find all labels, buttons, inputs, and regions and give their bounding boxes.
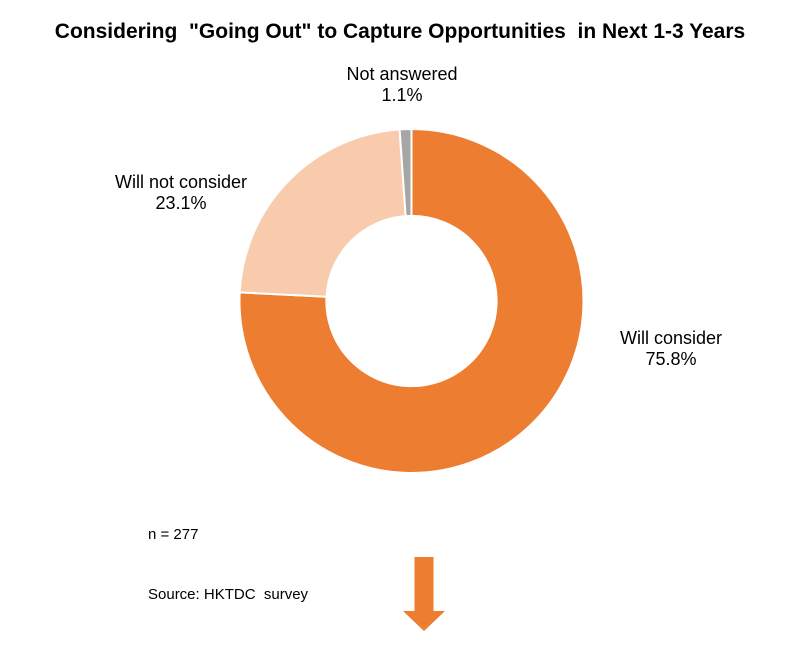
slice-label-not-answered: Not answered 1.1%	[346, 64, 457, 106]
slice-label-category: Will not consider	[114, 172, 248, 192]
source-note: Source: HKTDC survey	[148, 586, 309, 603]
slice-label-category: Not answered	[346, 64, 458, 84]
pie-slice-not-answered	[398, 127, 413, 218]
sample-size-note: n = 277	[148, 526, 199, 543]
pie-slice-will-not-consider	[238, 128, 407, 298]
slice-label-value: 23.1%	[155, 193, 207, 213]
slice-label-category: Will consider	[619, 328, 723, 348]
pie-slice-will-consider	[238, 127, 585, 474]
down-arrow-icon	[403, 557, 445, 631]
chart-title: Considering "Going Out" to Capture Oppor…	[54, 20, 746, 43]
donut-slices	[238, 127, 585, 474]
slice-label-value: 1.1%	[381, 85, 423, 105]
slice-label-value: 75.8%	[645, 349, 697, 369]
slice-label-will-consider: Will consider 75.8%	[620, 328, 722, 370]
slice-label-will-not-consider: Will not consider 23.1%	[115, 172, 247, 214]
footnote-block: n = 277 Source: HKTDC survey	[148, 485, 308, 645]
